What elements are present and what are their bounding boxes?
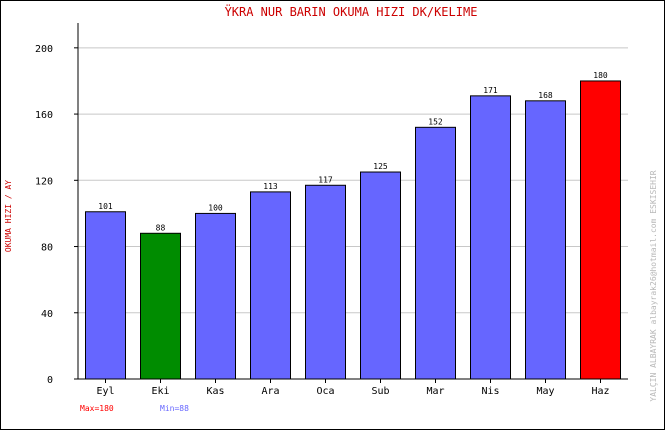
bar-eyl (85, 211, 126, 380)
data-label: 180 (593, 71, 608, 80)
text-layer: 0 40 80 120 160 200 101 Eyl 88 Eki 100 Kas 113 Ara 117… (4, 4, 658, 413)
bar-nis (470, 95, 511, 380)
min-label: Min=88 (160, 404, 189, 413)
bar-sub (360, 171, 401, 380)
bar-layer (85, 80, 621, 380)
data-label: 100 (208, 203, 223, 212)
data-label: 152 (428, 117, 443, 126)
y-tick-label: 0 (47, 375, 53, 386)
y-tick-label: 80 (41, 243, 53, 254)
x-tick-label: Mar (426, 386, 444, 397)
bar-oca (305, 184, 346, 380)
y-axis-label: OKUMA HIZI / AY (4, 180, 13, 252)
x-tick-label: Haz (591, 386, 609, 397)
x-tick-label: Eki (151, 386, 169, 397)
data-label: 117 (318, 175, 333, 184)
data-label: 101 (98, 202, 113, 211)
watermark: YALÇIN ALBAYRAK albayrak26@hotmail.com E… (649, 170, 658, 401)
x-tick-label: Ara (261, 386, 279, 397)
x-tick-label: Sub (371, 386, 389, 397)
x-tick-label: Eyl (96, 386, 114, 397)
bar-may (525, 100, 566, 380)
bar-eki (140, 232, 181, 380)
data-label: 125 (373, 162, 388, 171)
y-tick-label: 40 (41, 309, 53, 320)
data-label: 168 (538, 91, 553, 100)
y-tick-label: 160 (35, 110, 53, 121)
x-tick-label: Kas (206, 386, 224, 397)
bar-haz (580, 80, 621, 380)
max-label: Max=180 (80, 404, 114, 413)
data-label: 113 (263, 182, 278, 191)
data-label: 88 (156, 223, 166, 232)
bar-kas (195, 212, 236, 380)
chart-title: ŸKRA NUR BARIN OKUMA HIZI DK/KELIME (225, 4, 478, 19)
data-label: 171 (483, 86, 498, 95)
bar-ara (250, 191, 291, 380)
bar-mar (415, 126, 456, 380)
x-tick-label: Nis (481, 386, 499, 397)
y-tick-label: 200 (35, 44, 53, 55)
x-tick-label: May (536, 386, 554, 397)
y-tick-label: 120 (35, 176, 53, 187)
x-tick-label: Oca (316, 386, 334, 397)
